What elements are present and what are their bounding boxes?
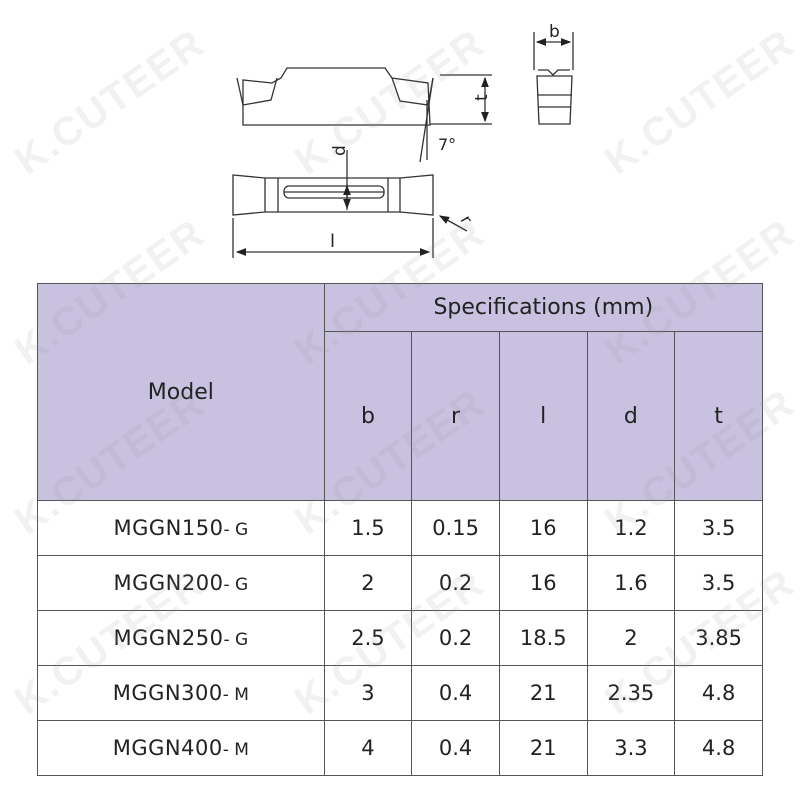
insert-technical-drawing: b t 7° d r l bbox=[232, 22, 574, 258]
column-header-b: b bbox=[323, 331, 413, 501]
model-name: MGGN400 bbox=[112, 736, 223, 760]
model-suffix: - G bbox=[223, 520, 249, 540]
model-name: MGGN200 bbox=[113, 571, 224, 595]
spec-value-b: 4 bbox=[323, 720, 413, 776]
dim-label-t: t bbox=[472, 94, 492, 101]
column-header-d: d bbox=[586, 331, 676, 501]
top-view-drawing bbox=[232, 174, 434, 216]
model-name: MGGN250 bbox=[113, 626, 224, 650]
spec-value-b: 2 bbox=[323, 555, 413, 611]
model-name: MGGN150 bbox=[113, 516, 224, 540]
table-row: MGGN150- G 1.5 0.15 16 1.2 3.5 bbox=[37, 500, 763, 556]
model-cell: MGGN300- M bbox=[37, 665, 325, 721]
spec-value-r: 0.4 bbox=[411, 665, 500, 721]
model-suffix: - G bbox=[223, 630, 249, 650]
model-suffix: - M bbox=[222, 685, 249, 705]
dim-label-d: d bbox=[330, 145, 350, 156]
model-cell: MGGN150- G bbox=[37, 500, 325, 556]
spec-value-d: 2 bbox=[586, 610, 676, 666]
table-row: MGGN300- M 3 0.4 21 2.35 4.8 bbox=[37, 665, 763, 721]
dim-label-r: r bbox=[457, 212, 477, 228]
model-cell: MGGN250- G bbox=[37, 610, 325, 666]
spec-value-t: 3.85 bbox=[674, 610, 763, 666]
dim-label-angle: 7° bbox=[438, 135, 456, 154]
spec-value-t: 4.8 bbox=[674, 720, 763, 776]
spec-value-b: 2.5 bbox=[323, 610, 413, 666]
spec-value-b: 1.5 bbox=[323, 500, 413, 556]
spec-value-r: 0.2 bbox=[411, 610, 500, 666]
dim-label-b: b bbox=[549, 22, 560, 42]
spec-value-r: 0.15 bbox=[411, 500, 500, 556]
model-cell: MGGN400- M bbox=[37, 720, 325, 776]
spec-value-d: 3.3 bbox=[586, 720, 676, 776]
spec-value-b: 3 bbox=[323, 665, 413, 721]
spec-value-d: 1.6 bbox=[586, 555, 676, 611]
spec-value-l: 18.5 bbox=[498, 610, 588, 666]
spec-value-l: 21 bbox=[498, 665, 588, 721]
column-header-t: t bbox=[674, 331, 763, 501]
specifications-header: Specifications (mm) bbox=[323, 283, 764, 332]
spec-value-l: 16 bbox=[498, 500, 588, 556]
spec-value-l: 21 bbox=[498, 720, 588, 776]
model-suffix: - M bbox=[222, 740, 249, 760]
spec-value-l: 16 bbox=[498, 555, 588, 611]
spec-value-t: 4.8 bbox=[674, 665, 763, 721]
end-view-drawing bbox=[536, 69, 573, 125]
spec-value-t: 3.5 bbox=[674, 500, 763, 556]
model-name: MGGN300 bbox=[112, 681, 223, 705]
model-cell: MGGN200- G bbox=[37, 555, 325, 611]
table-row: MGGN200- G 2 0.2 16 1.6 3.5 bbox=[37, 555, 763, 611]
spec-value-d: 2.35 bbox=[586, 665, 676, 721]
spec-value-r: 0.2 bbox=[411, 555, 500, 611]
specifications-table: Model Specifications (mm) b r l d t MGGN… bbox=[37, 283, 764, 776]
spec-value-d: 1.2 bbox=[586, 500, 676, 556]
spec-value-t: 3.5 bbox=[674, 555, 763, 611]
model-suffix: - G bbox=[223, 575, 249, 595]
column-header-l: l bbox=[498, 331, 588, 501]
table-row: MGGN250- G 2.5 0.2 18.5 2 3.85 bbox=[37, 610, 763, 666]
column-header-r: r bbox=[411, 331, 500, 501]
dim-label-l: l bbox=[330, 231, 335, 252]
model-header: Model bbox=[37, 283, 325, 501]
spec-value-r: 0.4 bbox=[411, 720, 500, 776]
table-row: MGGN400- M 4 0.4 21 3.3 4.8 bbox=[37, 720, 763, 776]
side-view-drawing bbox=[236, 67, 434, 163]
